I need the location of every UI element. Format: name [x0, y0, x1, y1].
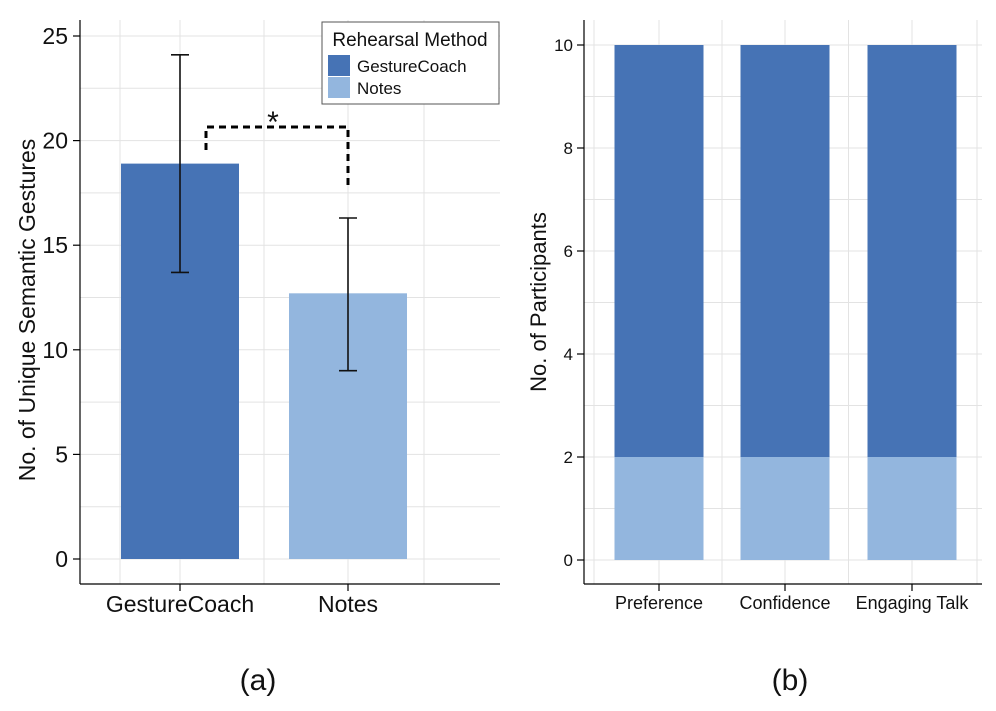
panel-label-a: (a)	[240, 664, 277, 697]
x-tick-label-gesturecoach: GestureCoach	[106, 591, 254, 617]
bar-engaging-talk-gesturecoach	[867, 45, 957, 457]
y-tick-label: 15	[42, 232, 68, 258]
panel-a-bar-chart: * 0 5 10 15 20 25 GestureCoach Notes No. of Uni…	[14, 20, 500, 697]
legend-swatch-gesturecoach	[328, 55, 350, 76]
y-tick-label: 20	[42, 128, 68, 154]
y-tick-label: 10	[554, 36, 573, 55]
y-tick-label: 0	[564, 551, 573, 570]
y-tick-label: 8	[564, 139, 573, 158]
panel-a-axes: 0 5 10 15 20 25 GestureCoach Notes	[42, 20, 500, 617]
legend: Rehearsal Method GestureCoach Notes	[321, 21, 500, 105]
y-tick-label: 5	[55, 441, 68, 467]
legend-swatch-notes	[328, 77, 350, 98]
panel-b-stacked-bar-chart: 0 2 4 6 8 10 Preference Confidence Engaging Talk…	[526, 20, 982, 697]
panel-b-axes: 0 2 4 6 8 10 Preference Confidence Engaging Talk	[554, 20, 982, 613]
bar-engaging-talk-notes	[867, 457, 957, 560]
bar-confidence-gesturecoach	[740, 45, 830, 457]
x-tick-label-engaging-talk: Engaging Talk	[856, 593, 970, 613]
panel-a-y-axis-label: No. of Unique Semantic Gestures	[14, 139, 40, 482]
legend-title: Rehearsal Method	[332, 30, 487, 51]
y-tick-label: 2	[564, 448, 573, 467]
bar-preference-notes	[614, 457, 704, 560]
legend-entry-notes: Notes	[357, 79, 401, 98]
significance-bracket: *	[204, 106, 350, 188]
legend-entry-gesturecoach: GestureCoach	[357, 57, 467, 76]
significance-star: *	[267, 106, 279, 139]
legend-box	[321, 21, 500, 105]
x-tick-label-confidence: Confidence	[739, 593, 830, 613]
y-tick-label: 6	[564, 242, 573, 261]
panel-a-error-bars	[171, 54, 357, 372]
y-tick-label: 10	[42, 337, 68, 363]
panel-b-y-axis-label: No. of Participants	[526, 212, 551, 392]
y-tick-label: 25	[42, 23, 68, 49]
x-tick-label-notes: Notes	[318, 591, 378, 617]
significance-bracket-line	[204, 125, 350, 188]
y-tick-label: 4	[564, 345, 573, 364]
x-tick-label-preference: Preference	[615, 593, 703, 613]
panel-b-bars	[614, 45, 957, 560]
bar-preference-gesturecoach	[614, 45, 704, 457]
y-tick-label: 0	[55, 546, 68, 572]
panel-label-b: (b)	[772, 664, 809, 697]
bar-confidence-notes	[740, 457, 830, 560]
